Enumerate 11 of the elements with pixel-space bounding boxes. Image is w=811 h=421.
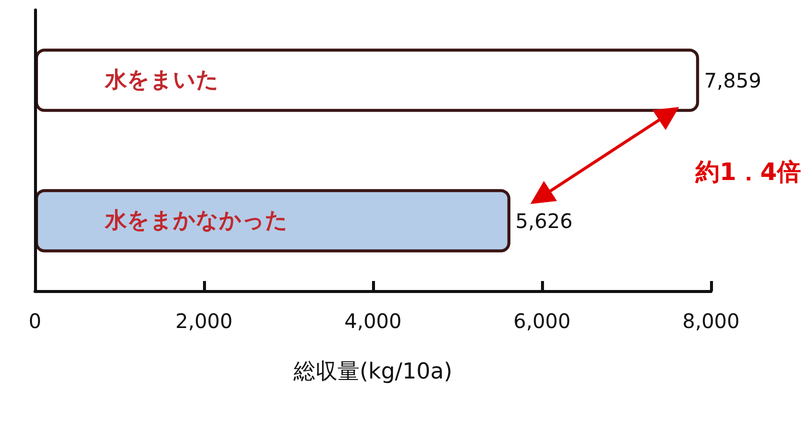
x-axis-title: 総収量(kg/10a)	[292, 360, 452, 384]
x-tick-label: 8,000	[682, 309, 740, 333]
data-label: 5,626	[515, 208, 573, 233]
x-tick-label: 0	[28, 309, 42, 333]
x-tick-label: 2,000	[175, 309, 233, 333]
x-tick-label: 6,000	[513, 309, 571, 333]
x-tick-label: 4,000	[344, 309, 402, 333]
annotation: 約1．4倍	[694, 158, 802, 186]
y-tick-label: 水をまかなかった	[104, 208, 288, 234]
data-label: 7,859	[704, 68, 762, 92]
y-tick-label: 水をまいた	[104, 68, 219, 93]
